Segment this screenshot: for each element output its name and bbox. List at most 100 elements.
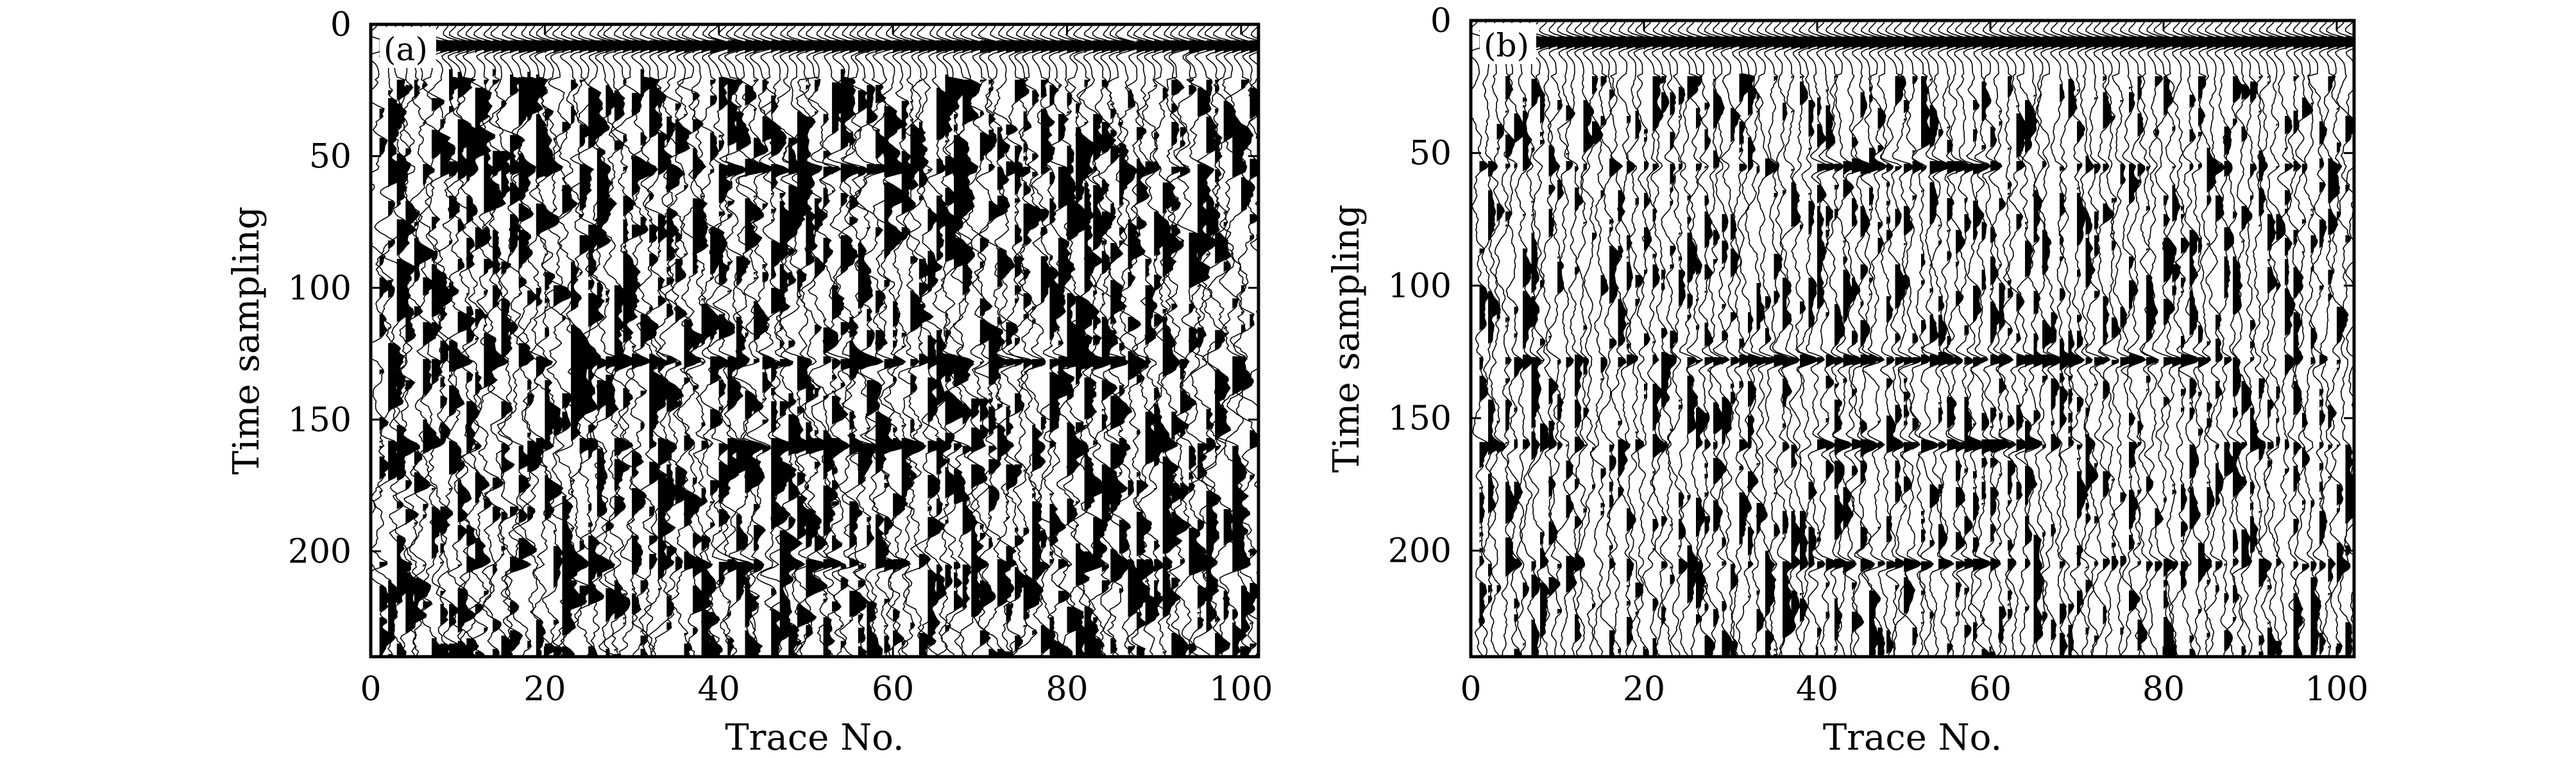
trace-fill-37 — [1791, 36, 1812, 625]
trace-fill-7 — [1531, 36, 1552, 657]
y-tick-label: 200 — [1388, 532, 1452, 571]
trace-fill-64 — [928, 40, 947, 646]
trace-fill-84 — [1101, 40, 1128, 657]
trace-fill-65 — [936, 40, 966, 602]
y-tick-label: 150 — [288, 401, 352, 439]
trace-fill-16 — [510, 40, 531, 652]
x-tick-label: 60 — [1969, 670, 2012, 709]
y-tick-label: 100 — [1388, 267, 1452, 305]
trace-fill-90 — [1154, 40, 1173, 610]
trace-fill-34 — [666, 40, 686, 630]
trace-61 — [1988, 21, 2020, 657]
trace-fill-36 — [684, 40, 706, 657]
trace-fill-27 — [606, 40, 626, 657]
trace-fill-26 — [1696, 36, 1715, 625]
trace-fill-4 — [1505, 36, 1527, 578]
trace-fill-60 — [893, 40, 915, 646]
trace-fill-39 — [1808, 36, 1828, 569]
trace-fill-50 — [1904, 36, 1923, 614]
trace-fill-25 — [588, 40, 610, 657]
trace-46 — [1854, 21, 1891, 657]
trace-79 — [2141, 21, 2178, 657]
x-tick-label: 20 — [1623, 670, 1665, 709]
trace-fill-90 — [2250, 36, 2271, 553]
trace-fill-61 — [901, 40, 926, 646]
trace-fill-85 — [2207, 36, 2227, 639]
y-tick-label: 50 — [1409, 135, 1452, 173]
trace-fill-89 — [2241, 36, 2260, 657]
trace-fill-40 — [718, 42, 739, 586]
trace-fill-18 — [1627, 36, 1648, 646]
trace-fill-39 — [710, 40, 734, 657]
trace-fill-70 — [979, 40, 1003, 646]
trace-fill-54 — [840, 40, 862, 649]
trace-fill-1 — [1479, 36, 1498, 657]
x-tick-label: 20 — [523, 670, 566, 709]
trace-fill-1 — [379, 40, 398, 657]
trace-99 — [2319, 21, 2350, 657]
trace-fill-25 — [1687, 36, 1706, 604]
trace-43 — [1829, 21, 1865, 657]
trace-fill-14 — [493, 40, 513, 657]
trace-fill-53 — [832, 40, 854, 612]
trace-fill-57 — [867, 40, 887, 657]
trace-76 — [2119, 21, 2151, 657]
trace-fill-88 — [2233, 36, 2253, 623]
trace-fill-33 — [657, 40, 679, 591]
x-tick-label: 100 — [1209, 670, 1273, 709]
trace-fill-6 — [1523, 36, 1543, 646]
y-axis-title: Time sampling — [1326, 205, 1368, 473]
trace-fill-50 — [806, 40, 831, 639]
trace-22 — [1650, 21, 1681, 657]
trace-fill-83 — [1093, 40, 1114, 657]
y-axis-title: Time sampling — [226, 206, 267, 475]
trace-71 — [2076, 21, 2106, 657]
trace-fill-67 — [2051, 36, 2071, 641]
trace-fill-29 — [623, 40, 643, 625]
x-axis-title: Trace No. — [725, 717, 904, 758]
trace-fill-75 — [1023, 40, 1044, 628]
trace-fill-43 — [1843, 36, 1864, 657]
panel-a: 0 20 40 60 80 100 0 50 100 150 200 Trace No. Time sa… — [226, 6, 1273, 758]
plot-frame — [369, 22, 1260, 659]
trace-fill-91 — [1162, 40, 1182, 657]
trace-74 — [2099, 21, 2131, 657]
trace-group — [371, 24, 1258, 657]
trace-27 — [589, 24, 627, 657]
trace-fill-55 — [849, 40, 883, 657]
trace-fill-26 — [597, 40, 621, 578]
trace-43 — [715, 24, 772, 657]
trace-fill-2 — [388, 40, 409, 657]
panel-label: (a) — [384, 31, 428, 68]
trace-fill-9 — [1548, 36, 1568, 596]
trace-fill-56 — [858, 40, 881, 657]
trace-fill-82 — [1084, 40, 1105, 657]
panel-tag-bg — [380, 27, 436, 68]
trace-fill-72 — [997, 40, 1019, 657]
trace-fill-9 — [449, 40, 473, 657]
trace-fill-99 — [1232, 40, 1253, 657]
trace-10 — [1545, 21, 1579, 657]
trace-48 — [1876, 21, 1907, 657]
trace-fill-68 — [2060, 36, 2080, 657]
trace-fill-58 — [1973, 36, 1992, 641]
x-tick-label: 80 — [1046, 670, 1088, 709]
trace-fill-34 — [1765, 36, 1785, 657]
trace-fill-82 — [2181, 36, 2202, 591]
trace-fill-102 — [2354, 37, 2375, 636]
trace-62 — [1996, 21, 2030, 657]
trace-35 — [1764, 21, 1795, 657]
trace-57 — [1954, 21, 1987, 657]
trace-fill-64 — [2025, 36, 2044, 612]
trace-fill-6 — [423, 40, 443, 610]
trace-fill-18 — [527, 40, 548, 649]
trace-fill-60 — [1990, 36, 2010, 657]
trace-fill-95 — [2293, 36, 2315, 657]
x-tick-label: 80 — [2142, 670, 2185, 709]
trace-fill-65 — [2033, 36, 2053, 644]
y-tick-label: 0 — [330, 6, 352, 44]
trace-fill-79 — [1058, 40, 1078, 657]
trace-fill-41 — [1826, 36, 1845, 620]
x-axis-title: Trace No. — [1823, 717, 2002, 758]
trace-fill-91 — [2258, 36, 2278, 657]
